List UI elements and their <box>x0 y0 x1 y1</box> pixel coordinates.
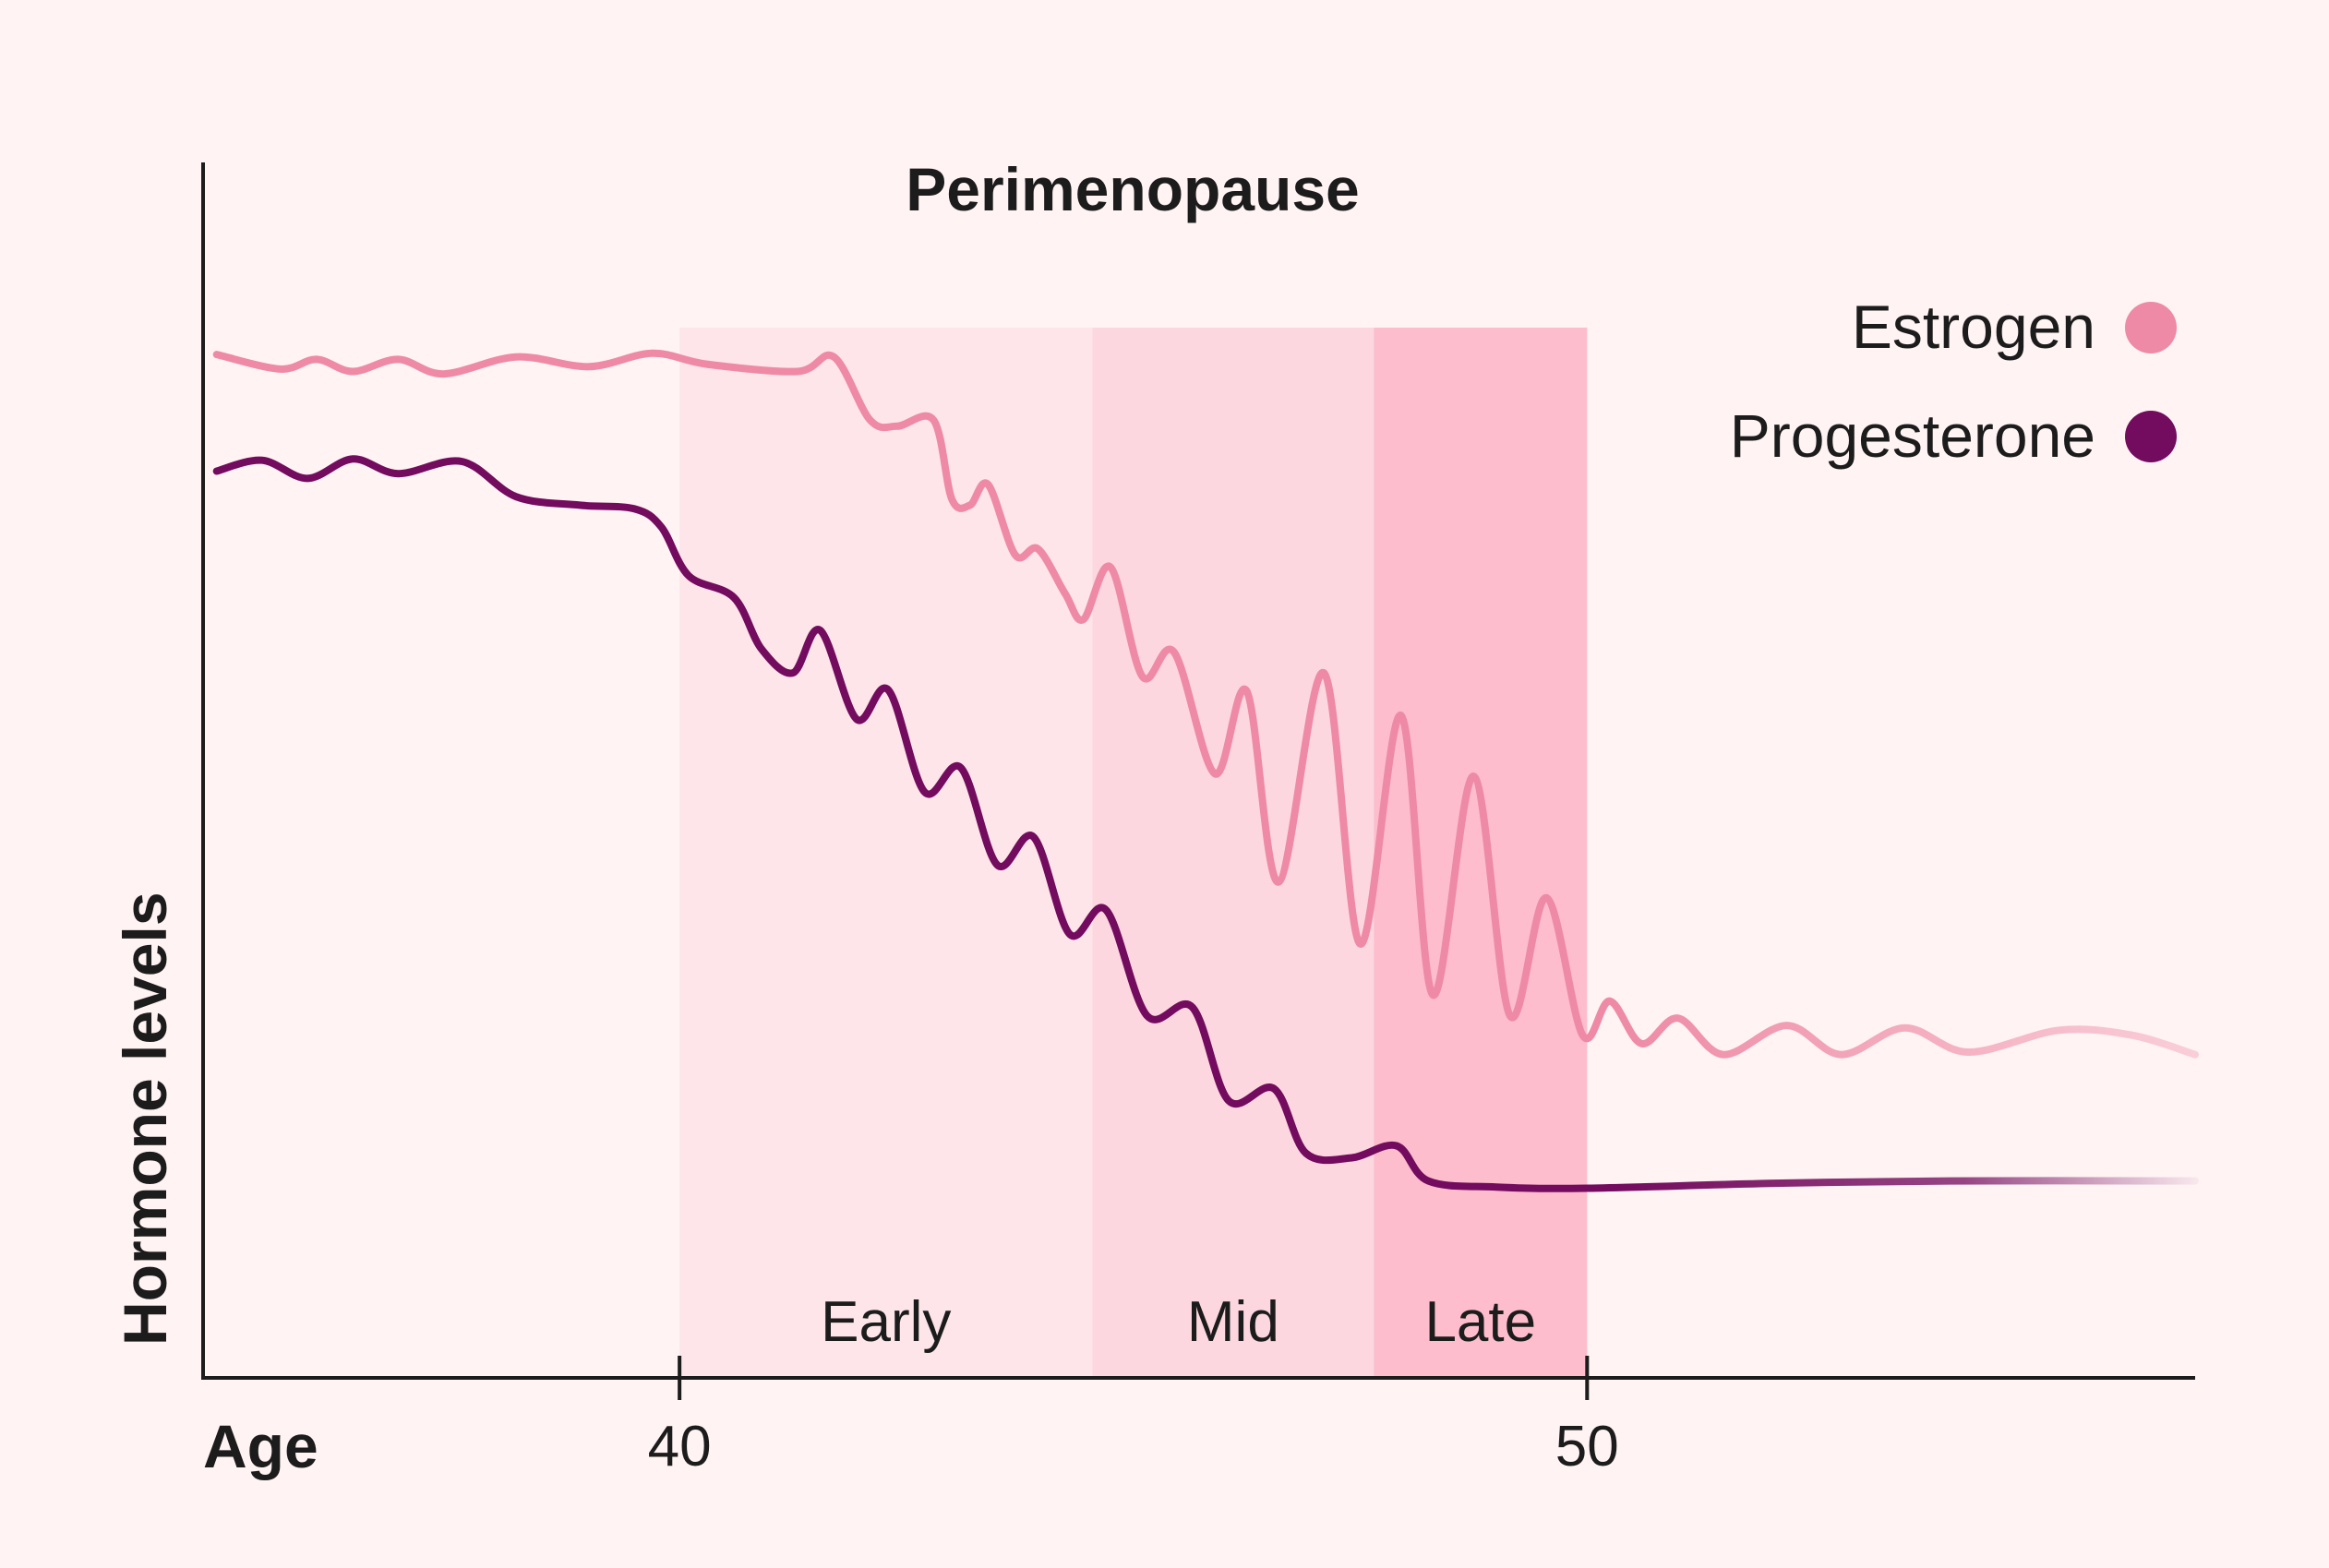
series-layer <box>212 349 2199 1192</box>
y-axis-label: Hormone levels <box>111 892 179 1346</box>
x-axis-label: Age <box>203 1412 318 1480</box>
phase-bands <box>679 328 1588 1378</box>
series-line-estrogen <box>212 349 2199 1059</box>
legend-swatch-estrogen <box>2125 302 2177 353</box>
phase-band-early <box>679 328 1093 1378</box>
x-ticks: 40 50 <box>648 1356 1619 1478</box>
x-tick-label-50: 50 <box>1555 1415 1619 1478</box>
legend-swatch-progesterone <box>2125 411 2177 462</box>
phase-label-mid: Mid <box>1187 1290 1279 1354</box>
phase-band-mid <box>1092 328 1375 1378</box>
phase-band-late <box>1374 328 1588 1378</box>
legend-label-estrogen: Estrogen <box>1852 293 2095 361</box>
legend: Estrogen Progesterone <box>1730 293 2177 470</box>
legend-label-progesterone: Progesterone <box>1730 401 2095 470</box>
series-line-progesterone <box>212 455 2199 1192</box>
phase-label-late: Late <box>1424 1290 1536 1354</box>
chart-title: Perimenopause <box>906 155 1360 223</box>
x-tick-label-40: 40 <box>648 1415 712 1478</box>
phase-labels: Early Mid Late <box>821 1290 1536 1354</box>
phase-label-early: Early <box>821 1290 951 1354</box>
